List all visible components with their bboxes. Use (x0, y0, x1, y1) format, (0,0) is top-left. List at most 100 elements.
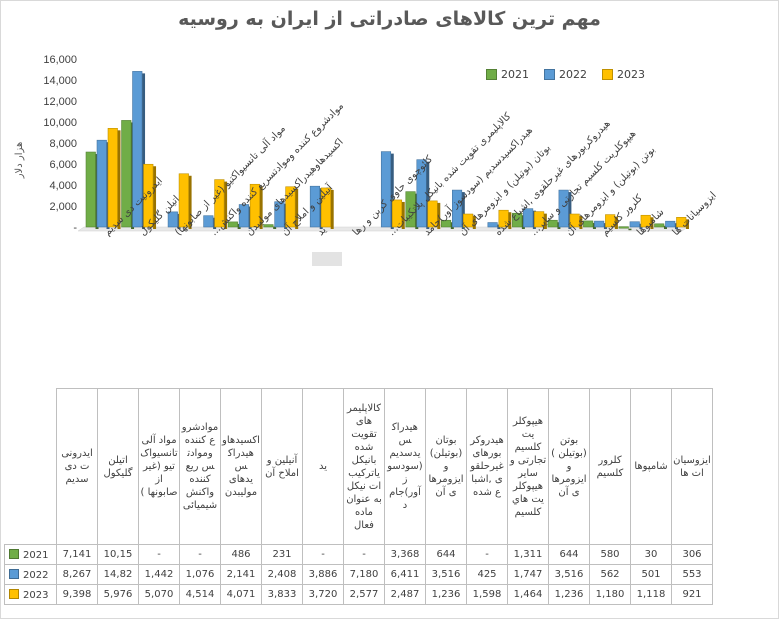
bar-side (401, 201, 405, 229)
bar-side (259, 186, 263, 229)
table-cell: 4,071 (220, 584, 262, 605)
bar-2021 (85, 151, 99, 229)
bar-face (463, 213, 474, 228)
table-header-cell: کلرور کلسیم (589, 388, 631, 545)
y-tick-label: 4,000 (49, 180, 77, 192)
table-cell: 10,15 (97, 544, 139, 565)
bar-face (238, 204, 249, 228)
table-cell: 501 (630, 564, 672, 585)
bar-side (273, 226, 277, 229)
bar-2023 (391, 199, 405, 229)
bar-face (416, 159, 427, 228)
table-header-cell: هیدراکس یدسدیم (سودسو ز آور)جام د (384, 388, 426, 545)
y-tick-label: 8,000 (49, 138, 77, 150)
bar-face (618, 226, 629, 229)
bar-2023 (534, 211, 547, 229)
bar-2022 (380, 151, 394, 229)
bar-face (547, 219, 558, 228)
table-row-year: 2023 (23, 589, 49, 601)
table-header-cell: هیپوکلر یت کلسیم تجارتی و سایر هیپوکلر ی… (507, 388, 549, 545)
bar-face (274, 201, 285, 228)
bar-side (437, 202, 441, 229)
bar-side (663, 225, 667, 229)
table-header-cell: ایدرونی ت دی سدیم (56, 388, 98, 545)
table-cell: 3,516 (548, 564, 590, 585)
bar-2023 (249, 183, 263, 229)
bar-2022 (452, 189, 465, 229)
bar-face (534, 211, 545, 228)
bar-face (452, 189, 463, 228)
table-cell: 3,833 (261, 584, 303, 605)
bar-face (427, 200, 438, 228)
bar-face (629, 221, 640, 228)
table-cell: 3,368 (384, 544, 426, 565)
table-cell: 2,577 (343, 584, 385, 605)
bar-side (614, 216, 618, 229)
table-cell: 14,82 (97, 564, 139, 585)
bar-2021 (263, 224, 277, 229)
bar-2023 (676, 217, 689, 229)
legend-item-2023: 2023 (602, 68, 645, 81)
bar-side (224, 181, 228, 229)
bar-2023 (427, 200, 441, 229)
table-cell: 1,236 (548, 584, 590, 605)
bar-face (487, 222, 498, 228)
bar-face (178, 173, 189, 228)
table-cell: 30 (630, 544, 672, 565)
bar-face (640, 214, 651, 228)
table-cell: 9,398 (56, 584, 98, 605)
bar-2021 (618, 226, 632, 231)
table-cell: 231 (261, 544, 303, 565)
bar-face (96, 139, 107, 228)
table-cell: 7,180 (343, 564, 385, 585)
legend-label: 2021 (501, 68, 529, 81)
table-row: 2021 7,141 10,15- -486 231- -3,368 644-1,311 64… (4, 544, 713, 565)
table-cell: 1,118 (630, 584, 672, 605)
table-row-year: 2021 (23, 549, 49, 561)
table-cell: 1,311 (507, 544, 549, 565)
legend-label: 2022 (559, 68, 587, 81)
x-tick-label: ایزوسیانات ها (671, 190, 719, 238)
table-cell: - (179, 544, 221, 565)
bar-side (685, 219, 689, 229)
table-header-cell: ایزوسیان ات ها (671, 388, 713, 545)
bar-chart-plot: - 2,000 4,000 6,000 8,000 10,000 12,000 14,000 1… (43, 54, 719, 266)
table-cell: 644 (548, 544, 590, 565)
bar-2021 (654, 223, 667, 229)
bar-side (426, 161, 430, 229)
legend-item-2021: 2021 (486, 68, 529, 81)
table-cell: 1,598 (466, 584, 508, 605)
bar-face (558, 189, 569, 228)
bar-2023 (463, 213, 476, 229)
bar-2023 (178, 173, 192, 229)
table-header-cell: آنیلین و املاح آن (261, 388, 303, 545)
y-tick-label: - (73, 222, 77, 234)
table-header-cell: ید (302, 388, 344, 545)
bar-side (142, 73, 146, 229)
bar-side (330, 189, 334, 229)
legend-label: 2023 (617, 68, 645, 81)
table-header-cell: کالاپلیمر های تقویت شده بانیکل یاترکیب ا… (343, 388, 385, 545)
table-cell: - (302, 544, 344, 565)
table-cell: 2,141 (220, 564, 262, 585)
table-cell: 306 (671, 544, 713, 565)
table-header-cell: اتیلن گلیکول (97, 388, 139, 545)
table-row-label: 2022 (4, 564, 57, 585)
table-cell: 1,464 (507, 584, 549, 605)
table-cell: 562 (589, 564, 631, 585)
bar-2023 (107, 128, 121, 229)
table-cell: 1,076 (179, 564, 221, 585)
bar-side (295, 188, 299, 229)
table-cell: 425 (466, 564, 508, 585)
table-cell: 8,267 (56, 564, 98, 585)
table-cell: 2,408 (261, 564, 303, 585)
bar-face (605, 214, 616, 228)
table-cell: 553 (671, 564, 713, 585)
bar-side (508, 212, 512, 229)
chart-title: مهم ترین کالاهای صادراتی از ایران به روس… (178, 8, 601, 30)
legend-key-swatch (9, 548, 19, 559)
table-cell: 580 (589, 544, 631, 565)
bar-side (390, 153, 394, 229)
table-header-cell: مواد آلی تانسیواک تیو (غیر از صابونها ) (138, 388, 180, 545)
table-cell: 3,516 (425, 564, 467, 585)
